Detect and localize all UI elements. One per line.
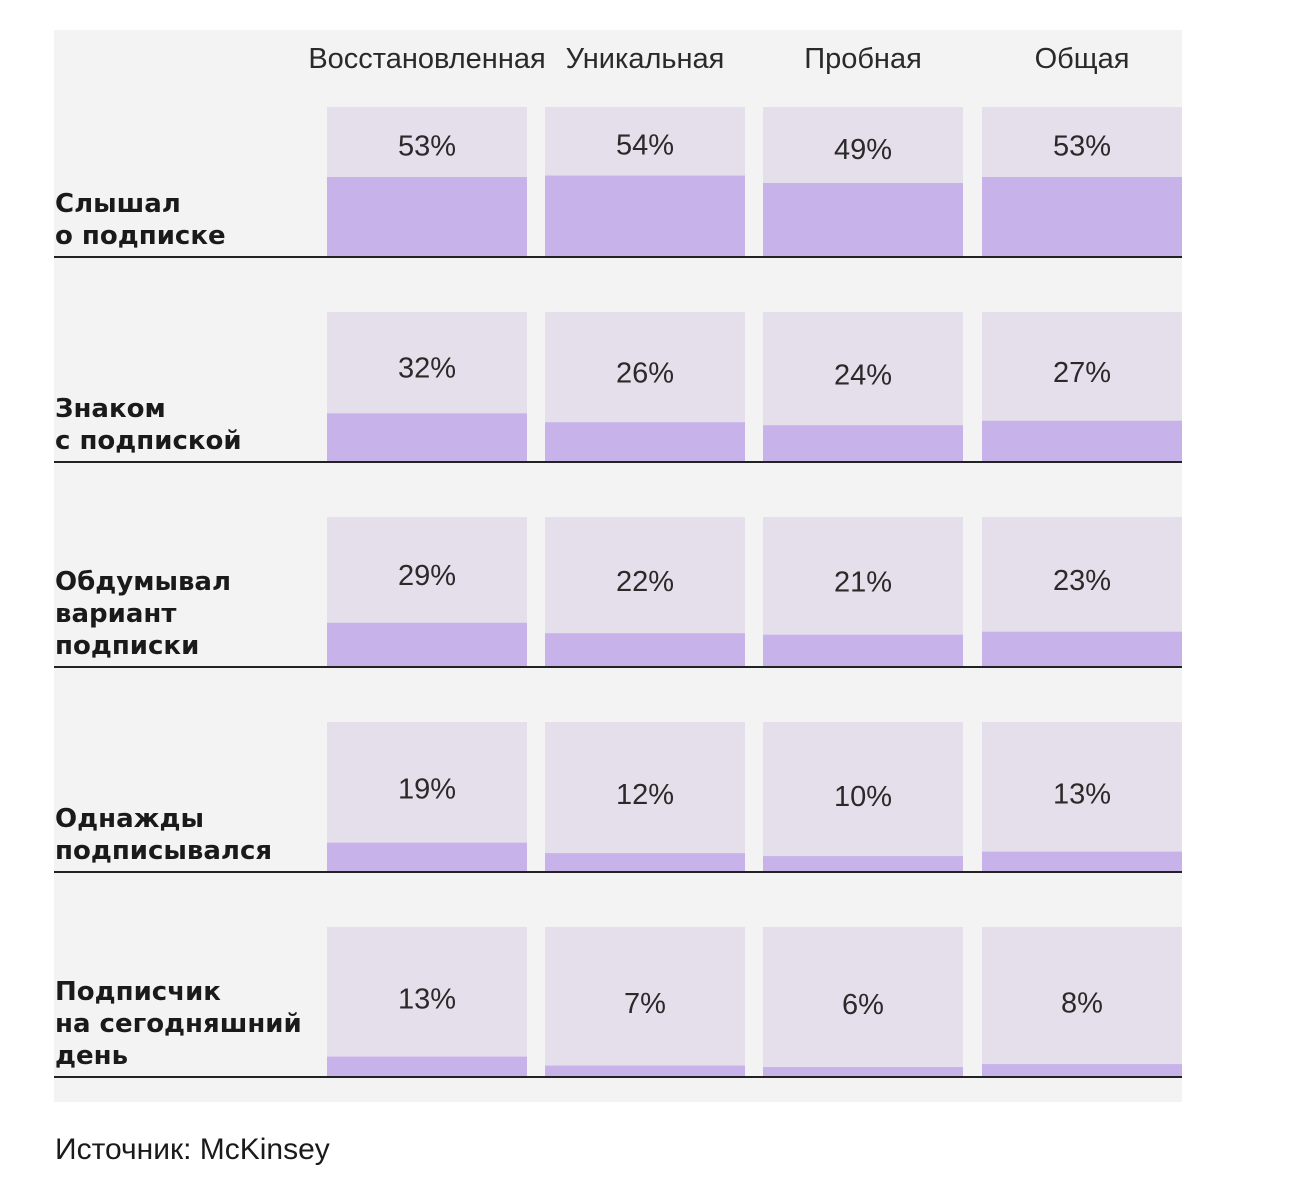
bar <box>327 842 527 871</box>
value-label: 27% <box>1053 357 1111 389</box>
bar <box>763 425 963 461</box>
bar <box>982 420 1182 461</box>
row-label: Слышал <box>55 189 181 219</box>
value-label: 13% <box>1053 778 1111 810</box>
chart-panel: Восстановленная Уникальная Пробная Общая 53%… <box>54 30 1182 1102</box>
value-label: 10% <box>834 781 892 813</box>
chart-svg: Восстановленная Уникальная Пробная Общая 53%… <box>54 43 1182 1078</box>
column-header: Общая <box>1035 43 1130 75</box>
value-label: 21% <box>834 567 892 599</box>
row-label: Обдумывал <box>55 567 231 597</box>
row-label: вариант <box>55 599 176 629</box>
value-label: 29% <box>398 560 456 592</box>
cell-background <box>545 927 745 1076</box>
column-header: Уникальная <box>566 43 725 75</box>
cell-background <box>763 927 963 1076</box>
value-label: 22% <box>616 566 674 598</box>
cell-background <box>545 722 745 871</box>
value-label: 12% <box>616 779 674 811</box>
cell-background <box>327 927 527 1076</box>
value-label: 13% <box>398 983 456 1015</box>
row-label: день <box>55 1041 128 1071</box>
value-label: 53% <box>1053 131 1111 163</box>
bar <box>545 175 745 256</box>
value-label: 49% <box>834 134 892 166</box>
bar <box>327 1056 527 1076</box>
value-label: 7% <box>624 988 666 1020</box>
value-label: 19% <box>398 773 456 805</box>
value-label: 6% <box>842 989 884 1021</box>
row-label: о подписке <box>55 221 226 251</box>
column-header: Пробная <box>804 43 922 75</box>
bar <box>763 856 963 871</box>
value-label: 53% <box>398 131 456 163</box>
bar <box>545 422 745 461</box>
bar <box>763 182 963 256</box>
bar <box>327 177 527 256</box>
row-label: на сегодняшний <box>55 1009 302 1039</box>
value-label: 24% <box>834 359 892 391</box>
value-label: 26% <box>616 358 674 390</box>
column-header: Восстановленная <box>308 43 545 75</box>
value-label: 23% <box>1053 565 1111 597</box>
row-label: Однажды <box>55 804 204 834</box>
value-label: 54% <box>616 130 674 162</box>
row-label: Подписчик <box>55 977 221 1007</box>
cell-background <box>982 927 1182 1076</box>
bar <box>545 853 745 871</box>
bar <box>982 177 1182 256</box>
row-label: с подпиской <box>55 426 242 456</box>
bar <box>327 413 527 461</box>
bar <box>545 1065 745 1076</box>
bar <box>763 1067 963 1076</box>
bar <box>327 622 527 666</box>
bar <box>982 631 1182 666</box>
row-label: Знаком <box>55 394 166 424</box>
row-label: подписывался <box>55 836 272 866</box>
value-label: 32% <box>398 353 456 385</box>
bar <box>982 1064 1182 1076</box>
value-label: 8% <box>1061 987 1103 1019</box>
bar <box>982 851 1182 871</box>
cell-background <box>763 722 963 871</box>
cell-background <box>982 722 1182 871</box>
row-label: подписки <box>55 631 199 661</box>
bar <box>763 634 963 666</box>
source-note: Источник: McKinsey <box>55 1133 330 1166</box>
bar <box>545 633 745 666</box>
